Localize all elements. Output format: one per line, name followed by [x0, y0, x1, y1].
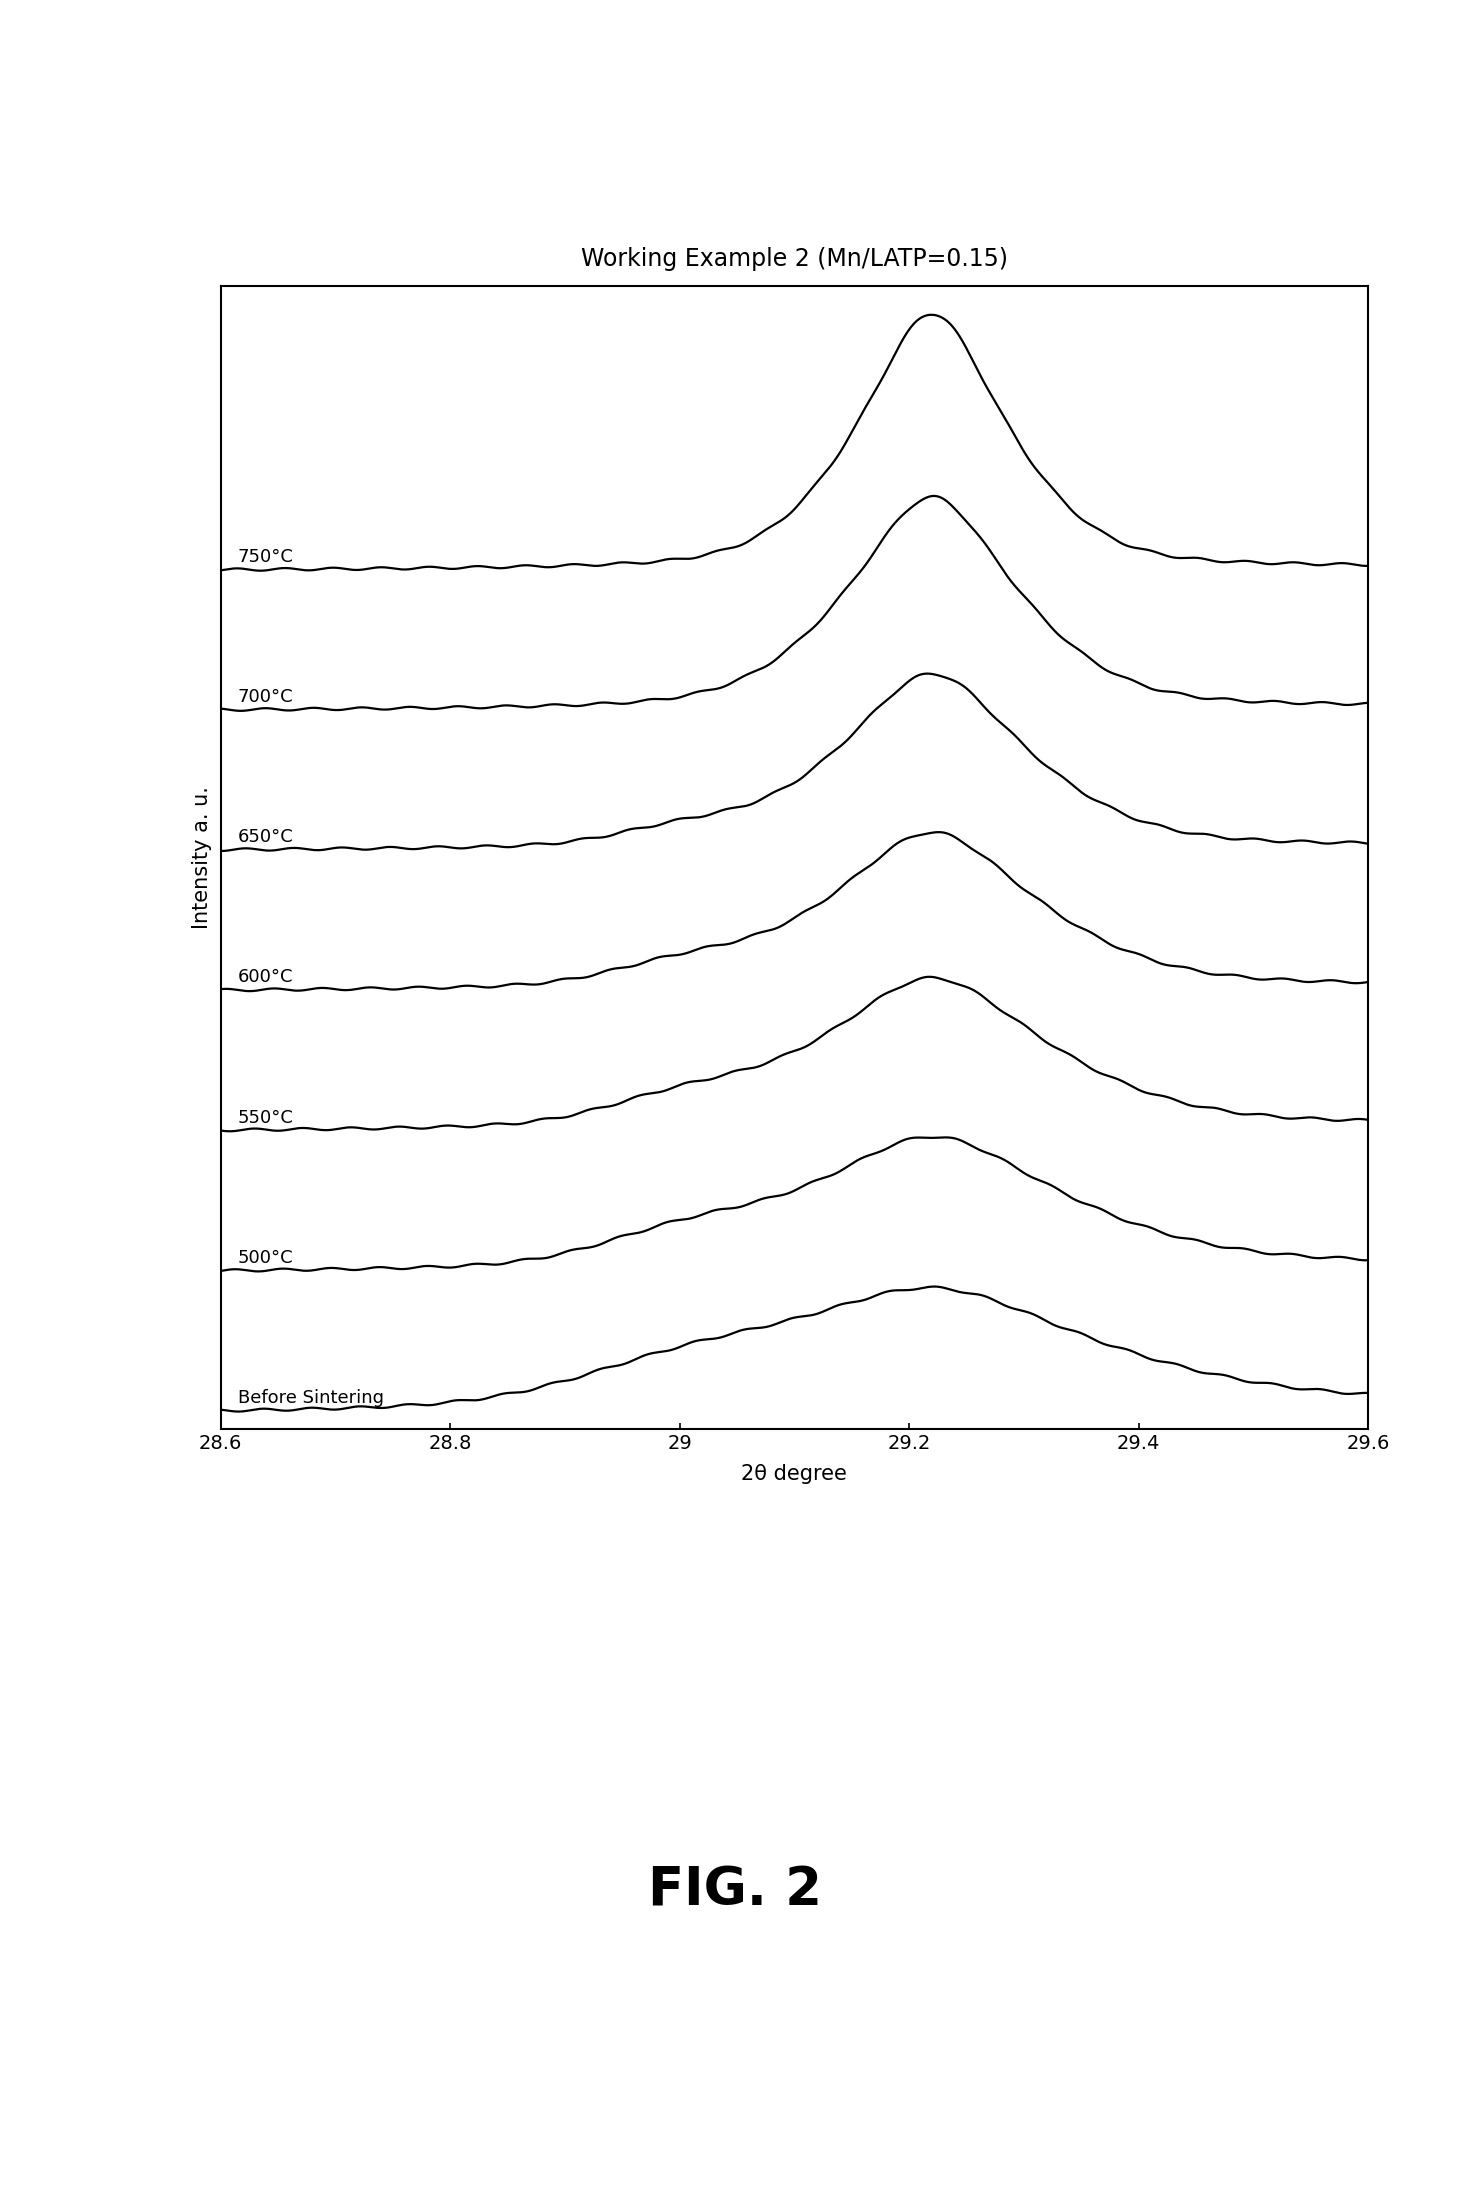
Text: 550°C: 550°C: [238, 1108, 294, 1128]
Text: 500°C: 500°C: [238, 1248, 294, 1266]
Text: 600°C: 600°C: [238, 969, 293, 987]
X-axis label: 2θ degree: 2θ degree: [741, 1464, 847, 1484]
Text: Before Sintering: Before Sintering: [238, 1389, 384, 1407]
Title: Working Example 2 (Mn/LATP=0.15): Working Example 2 (Mn/LATP=0.15): [581, 248, 1008, 270]
Text: 700°C: 700°C: [238, 688, 294, 706]
Text: 650°C: 650°C: [238, 829, 294, 846]
Text: FIG. 2: FIG. 2: [649, 1864, 822, 1917]
Text: 750°C: 750°C: [238, 547, 294, 567]
Y-axis label: Intensity a. u.: Intensity a. u.: [193, 785, 212, 930]
